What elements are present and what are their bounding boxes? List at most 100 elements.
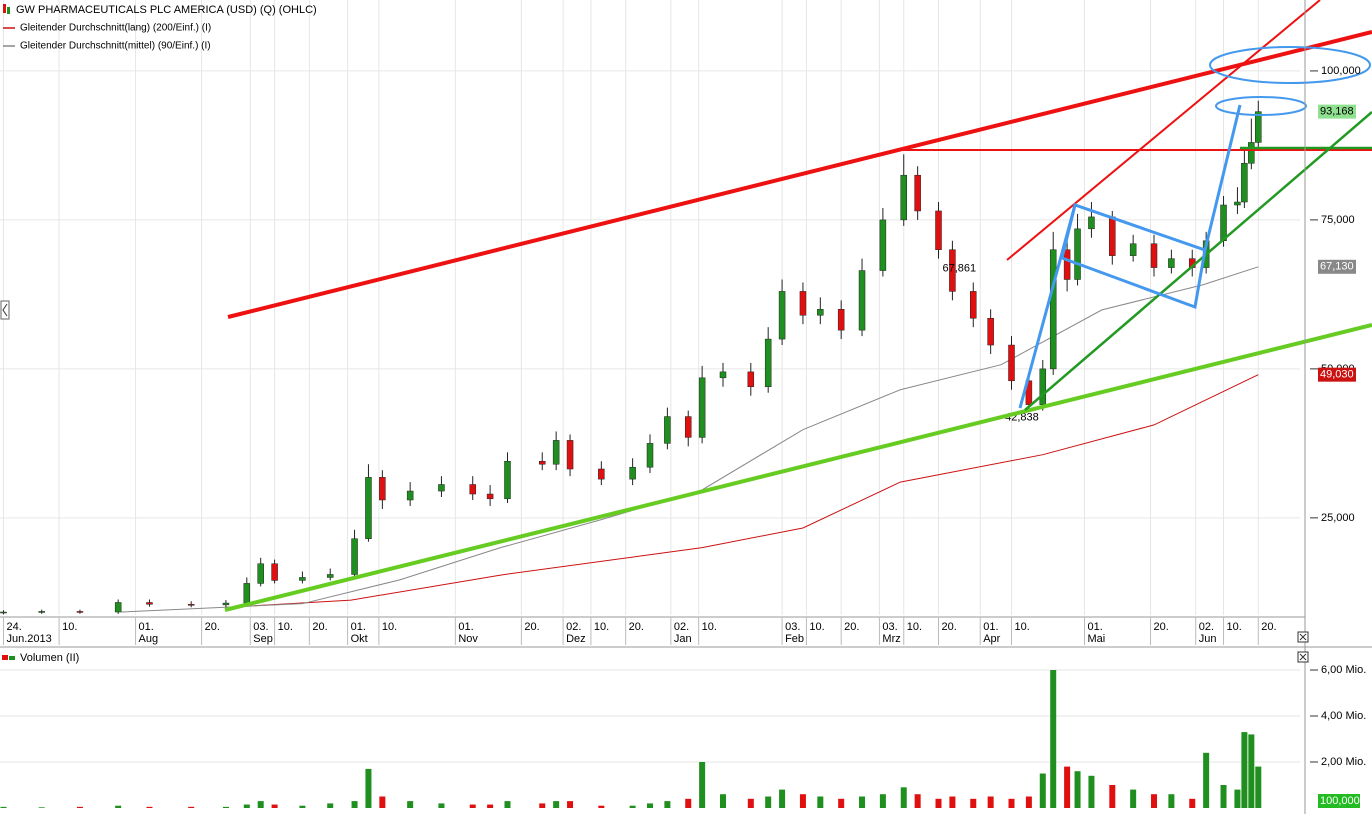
legend: GW PHARMACEUTICALS PLC AMERICA (USD) (Q)…: [2, 4, 317, 664]
candle-body: [629, 466, 636, 480]
x-month-label: Aug: [139, 633, 159, 645]
volume-bar: [664, 801, 671, 808]
candle-body: [1063, 249, 1071, 280]
volume-bar: [935, 798, 942, 808]
volume-bar: [504, 801, 511, 808]
last-value-box: [1318, 367, 1356, 382]
moving-average: [121, 266, 1259, 613]
candle-body: [299, 577, 306, 581]
x-month-label: Okt: [351, 633, 368, 645]
candle-body: [566, 440, 574, 470]
volume-bar: [1234, 789, 1241, 808]
volume-bar: [1088, 775, 1095, 808]
candle-body: [1039, 368, 1047, 405]
candle-body: [970, 291, 977, 319]
volume-bar: [146, 806, 153, 808]
candle-body: [146, 602, 153, 605]
volume-bar: [1064, 766, 1071, 808]
volume-bar: [327, 803, 334, 808]
candle-body: [1168, 258, 1175, 268]
candle-body: [1008, 344, 1015, 382]
close-button[interactable]: [1297, 631, 1309, 643]
volume-bar: [779, 789, 786, 808]
volume-bar: [469, 804, 476, 808]
volume-bar: [1255, 766, 1262, 808]
channel-line: [1061, 249, 1207, 310]
volume-bar: [1168, 794, 1175, 808]
candle-body: [799, 291, 807, 316]
y-tick-label: 2,00 Mio.: [1321, 756, 1366, 768]
candle-body: [858, 270, 866, 331]
candle-body: [222, 602, 230, 606]
volume-bar: [257, 801, 264, 808]
volume-bar: [299, 805, 306, 808]
candle-body: [949, 249, 956, 292]
volume-bar: [598, 805, 605, 808]
x-month-label: Jan: [674, 633, 692, 645]
legend-label: Gleitender Durchschnitt(mittel) (90/Einf…: [20, 41, 211, 52]
volume-bar: [1241, 732, 1248, 808]
candle-body: [438, 484, 445, 492]
volume-bar: [970, 798, 977, 808]
x-tick-label: 02.: [1199, 621, 1214, 633]
candle-body: [1150, 243, 1158, 268]
candle-body: [1248, 142, 1255, 164]
legend-icon: [2, 655, 8, 660]
candle-body: [271, 563, 278, 581]
x-tick-label: 20.: [942, 621, 957, 633]
last-value-box: [1318, 104, 1356, 119]
candle-body: [837, 309, 845, 331]
volume-bar: [553, 801, 560, 808]
x-month-label: Mrz: [882, 633, 900, 645]
scroll-button[interactable]: [0, 300, 10, 320]
x-tick-label: 20.: [205, 621, 220, 633]
candle-body: [598, 468, 605, 480]
candle-body: [504, 461, 511, 500]
last-value-label: 67,130: [1320, 261, 1354, 273]
x-tick-label: 20.: [312, 621, 327, 633]
legend-icon: [7, 7, 10, 14]
volume-bar: [1220, 785, 1227, 808]
moving-average: [229, 374, 1259, 608]
channel-line: [1060, 204, 1077, 259]
volume-corner-box: [1318, 794, 1360, 808]
last-value-label: 93,168: [1320, 106, 1354, 118]
volume-bar: [879, 794, 886, 808]
candle-body: [900, 174, 907, 221]
volume-bar: [1130, 789, 1137, 808]
candle-body: [879, 219, 887, 271]
candle-body: [486, 493, 494, 500]
volume-bar: [0, 806, 7, 808]
candle-body: [406, 490, 414, 501]
trend-line: [227, 30, 1372, 319]
volume-bar: [765, 796, 772, 808]
scroll-icon: [2, 303, 8, 317]
x-tick-label: 10.: [1014, 621, 1029, 633]
candle-body: [379, 477, 386, 501]
volume-bar: [1151, 794, 1158, 808]
x-tick-label: 20.: [844, 621, 859, 633]
candle-body: [1241, 163, 1248, 203]
candle-body: [987, 317, 994, 346]
volume-bar: [900, 787, 907, 808]
volume-bar: [539, 803, 546, 808]
y-tick-label: 100,000: [1321, 65, 1361, 77]
candle-body: [646, 443, 654, 468]
volume-bar: [38, 807, 45, 808]
volume-bar: [629, 805, 636, 808]
volume-bar: [1050, 670, 1057, 808]
y-tick-label: 6,00 Mio.: [1321, 664, 1366, 676]
volume-bar: [379, 796, 386, 808]
candle-body: [243, 583, 251, 604]
candle-body: [38, 611, 45, 613]
candle-body: [326, 574, 334, 578]
volume-bar: [1074, 771, 1081, 808]
x-tick-label: 10.: [382, 621, 397, 633]
volume-bar: [817, 796, 824, 808]
candle-body: [935, 210, 942, 250]
close-button[interactable]: [1297, 651, 1309, 663]
